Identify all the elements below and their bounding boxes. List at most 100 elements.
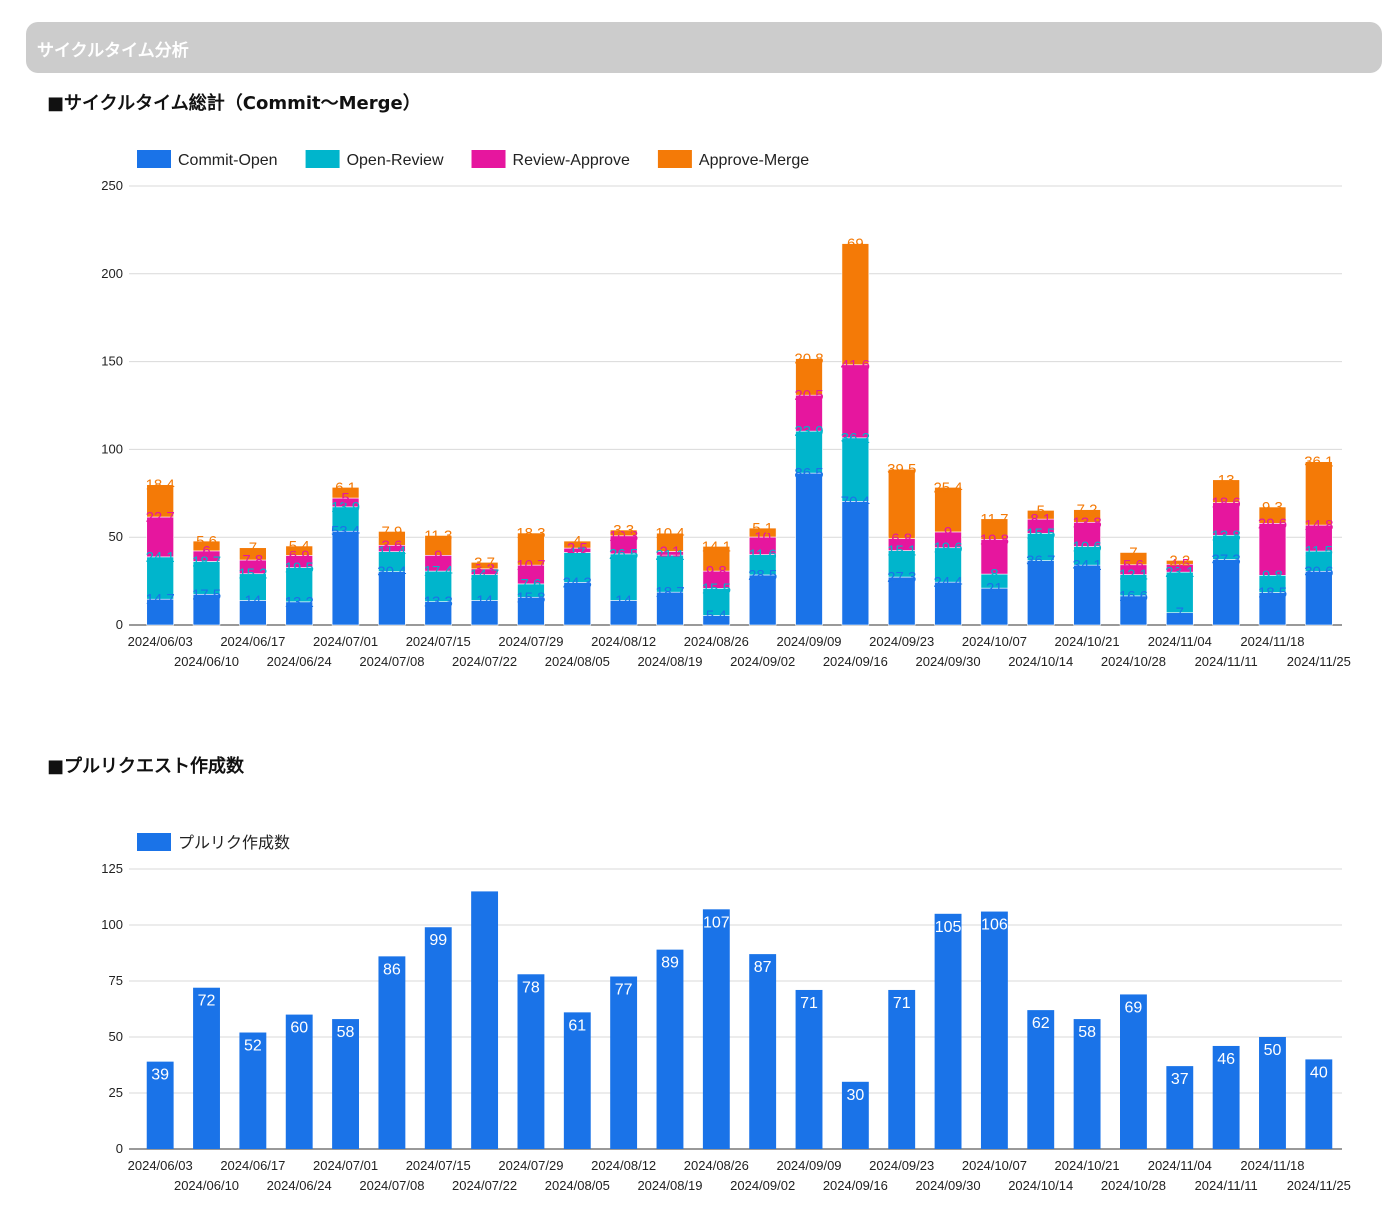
data-label: 7.6 <box>521 576 542 593</box>
y-tick-label: 250 <box>101 178 123 193</box>
data-label: 28.5 <box>748 567 777 584</box>
data-label: 13.2 <box>285 594 314 611</box>
bar-segment <box>980 539 1009 575</box>
x-tick-label: 2024/07/15 <box>406 634 471 649</box>
data-label: 7 <box>1129 544 1137 561</box>
data-label: 24.1 <box>146 549 175 566</box>
x-tick-label: 2024/07/15 <box>406 1158 471 1173</box>
legend-label: Commit-Open <box>178 152 278 169</box>
data-label: 14.8 <box>1304 517 1333 534</box>
y-tick-label: 25 <box>109 1085 123 1100</box>
x-tick-label: 2024/08/05 <box>545 654 610 669</box>
data-label: 18.7 <box>192 553 221 570</box>
bar-segment <box>146 516 174 558</box>
bar-segment <box>749 954 777 1149</box>
bar-segment <box>1212 479 1240 503</box>
bar-segment <box>609 600 638 626</box>
data-label: 70.4 <box>841 493 870 510</box>
data-label: 87 <box>754 959 772 976</box>
data-label: 9.8 <box>1262 567 1283 584</box>
data-label: 14.7 <box>146 591 175 608</box>
data-label: 5 <box>341 490 349 507</box>
bar-segment <box>1258 592 1287 626</box>
legend-label: Approve-Merge <box>699 152 809 169</box>
data-label: 11.7 <box>980 511 1008 528</box>
x-tick-label: 2024/09/30 <box>916 654 981 669</box>
bar-segment <box>702 909 730 1149</box>
x-tick-label: 2024/09/16 <box>823 654 888 669</box>
data-label: 53.4 <box>331 523 360 540</box>
data-label: 40 <box>1310 1064 1328 1081</box>
x-tick-label: 2024/08/19 <box>637 654 702 669</box>
x-tick-label: 2024/11/25 <box>1287 654 1351 669</box>
data-label: 8.1 <box>1030 511 1051 528</box>
bar-segment <box>1258 506 1287 524</box>
y-tick-label: 150 <box>101 354 123 369</box>
data-label: 15.5 <box>702 580 731 597</box>
data-label: 99 <box>429 932 447 949</box>
x-tick-label: 2024/07/08 <box>359 654 424 669</box>
bar-segment <box>656 554 684 593</box>
data-label: 3.3 <box>613 522 634 539</box>
x-tick-label: 2024/06/10 <box>174 654 239 669</box>
data-label: 29.6 <box>1258 515 1287 532</box>
data-label: 13.9 <box>331 499 360 516</box>
data-label: 37 <box>1171 1071 1189 1088</box>
bar-segment <box>795 394 823 432</box>
data-label: 18.6 <box>1212 495 1241 512</box>
bar-segment <box>146 556 174 600</box>
legend-swatch <box>657 150 692 168</box>
data-label: 69 <box>1125 999 1143 1016</box>
pull-request-count-bar-chart: 0 25 50 75 100 125 プルリク作成数 2024/06/03 2024/06/10… <box>101 833 1351 1193</box>
data-label: 30.6 <box>1304 563 1333 580</box>
legend-label: Review-Approve <box>513 152 630 169</box>
y-tick-label: 75 <box>109 973 123 988</box>
bar-segment <box>1027 560 1055 626</box>
data-label: 30.4 <box>377 564 406 581</box>
bar-segment <box>1073 1019 1101 1149</box>
bar-segment <box>656 949 684 1149</box>
y-tick-label: 50 <box>109 1029 123 1044</box>
bar-segment <box>609 529 638 537</box>
data-label: 10.6 <box>1072 539 1101 556</box>
data-label: 19.8 <box>980 531 1009 548</box>
x-tick-label: 2024/09/09 <box>776 634 841 649</box>
bar-segment <box>146 598 174 626</box>
bar-segment <box>285 1014 313 1149</box>
data-label: 18.5 <box>1258 585 1287 602</box>
legend-swatch <box>305 150 340 168</box>
bar-segment <box>239 600 267 626</box>
data-label: 41.6 <box>841 357 870 374</box>
data-label: 2.1 <box>660 543 681 560</box>
bar-segment <box>1305 570 1333 626</box>
x-tick-label: 2024/06/03 <box>128 1158 193 1173</box>
bar-segment <box>424 535 452 556</box>
bar-segment <box>285 567 313 603</box>
bar-segment <box>285 545 313 556</box>
bar-segment <box>1166 1066 1194 1149</box>
y-tick-label: 200 <box>101 266 123 281</box>
data-label: 46 <box>1217 1051 1235 1068</box>
data-label: 13.8 <box>1212 527 1241 544</box>
data-label: 62 <box>1032 1015 1050 1032</box>
bar-segment <box>795 358 823 396</box>
data-label: 23.1 <box>1165 564 1194 581</box>
bar-segment <box>980 911 1008 1149</box>
data-label: 11.6 <box>749 547 777 564</box>
bar-segment <box>887 468 916 539</box>
data-label: 58 <box>1078 1024 1096 1041</box>
x-tick-label: 2024/10/21 <box>1055 634 1120 649</box>
bar-segment <box>239 573 267 601</box>
x-tick-label: 2024/11/18 <box>1240 634 1304 649</box>
data-label: 10.7 <box>516 557 545 574</box>
data-label: 20.5 <box>794 387 823 404</box>
x-tick-label: 2024/11/04 <box>1148 1158 1212 1173</box>
data-label: 5.6 <box>196 533 217 550</box>
data-label: 19.5 <box>285 560 314 577</box>
bar-segment <box>656 532 684 552</box>
bar-segment <box>517 974 545 1149</box>
bar-segment <box>1027 1010 1055 1149</box>
data-label: 105 <box>935 919 962 936</box>
data-label: 86 <box>383 961 401 978</box>
data-label: 14.1 <box>702 538 731 555</box>
